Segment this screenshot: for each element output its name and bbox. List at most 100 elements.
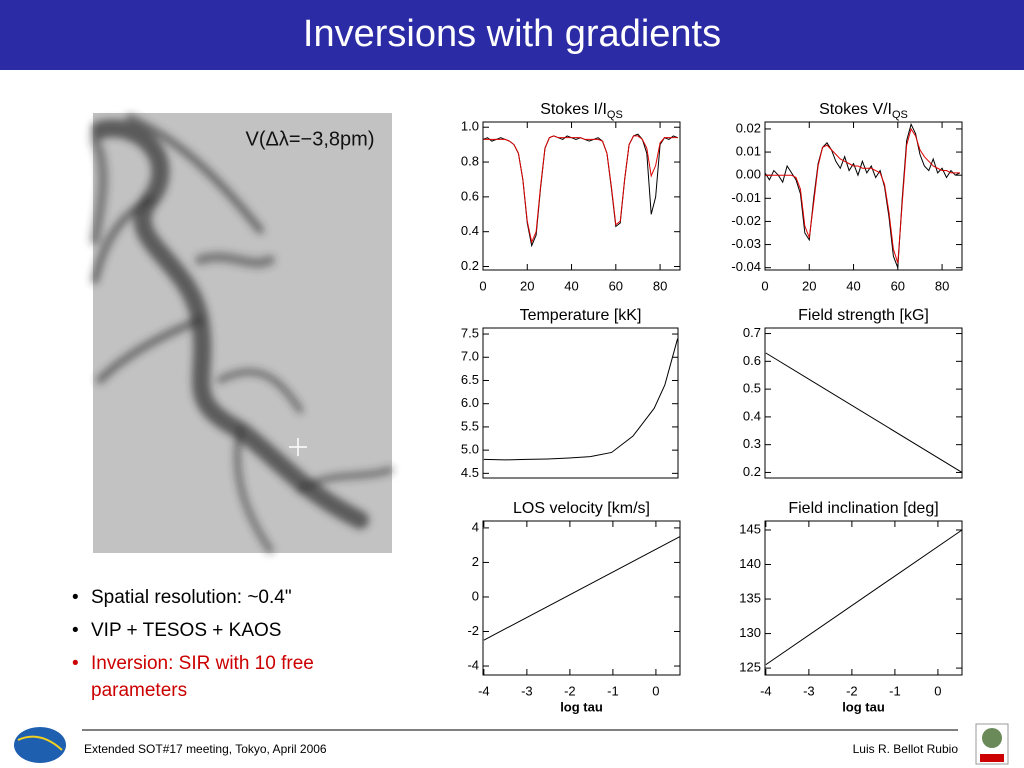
bullet: Inversion: SIR with 10 free parameters xyxy=(91,653,314,701)
x-tick-label: -2 xyxy=(846,683,858,698)
y-tick-label: -0.02 xyxy=(731,213,761,228)
x-tick-label: -1 xyxy=(607,683,619,698)
image-label: V(Δλ=−3,8pm) xyxy=(246,128,375,150)
y-tick-label: -0.03 xyxy=(731,236,761,251)
y-tick-label: 2 xyxy=(472,554,479,569)
data-line xyxy=(483,135,678,244)
y-tick-label: 135 xyxy=(739,590,761,605)
chart-title-main: Field inclination [deg] xyxy=(788,500,938,517)
chart: Field inclination [deg] 145 140 135 130 125 -4… xyxy=(739,500,963,714)
x-tick-label: 20 xyxy=(802,278,816,293)
data-line xyxy=(483,338,679,461)
y-tick-label: 0.5 xyxy=(743,381,761,396)
bullet-wrap: Inversion: SIR with 10 free parameters xyxy=(91,653,314,701)
y-tick-label: -2 xyxy=(467,623,479,638)
y-tick-label: 6.0 xyxy=(461,395,479,410)
x-tick-label: 20 xyxy=(520,278,534,293)
y-tick-label: 0.2 xyxy=(743,464,761,479)
y-tick-label: 6.5 xyxy=(461,372,479,387)
y-tick-label: 5.0 xyxy=(461,442,479,457)
chart-title-main: LOS velocity [km/s] xyxy=(513,500,650,517)
chart-title: LOS velocity [km/s] xyxy=(513,500,650,517)
y-tick-label: 0.6 xyxy=(461,188,479,203)
y-tick-label: 0.00 xyxy=(736,167,761,182)
x-tick-label: 0 xyxy=(652,683,659,698)
plot-frame xyxy=(482,121,681,271)
y-tick-label: 5.5 xyxy=(461,418,479,433)
x-tick-label: 0 xyxy=(934,683,941,698)
x-tick-label: -4 xyxy=(478,683,490,698)
footer-right: Luis R. Bellot Rubio xyxy=(853,742,959,756)
chart-title: Temperature [kK] xyxy=(520,307,642,324)
x-tick-label: 80 xyxy=(653,278,667,293)
chart-title-main: Stokes V/I xyxy=(819,101,892,118)
y-tick-label: 0.02 xyxy=(736,120,761,135)
x-tick-label: 0 xyxy=(761,278,768,293)
header-bar xyxy=(0,0,1024,70)
y-tick-label: 145 xyxy=(739,521,761,536)
y-tick-label: 4 xyxy=(472,519,479,534)
y-tick-label: 0.01 xyxy=(736,144,761,159)
footer-left: Extended SOT#17 meeting, Tokyo, April 20… xyxy=(84,742,327,756)
chart-title: Stokes I/IQS xyxy=(540,101,623,121)
x-axis-label: log tau xyxy=(560,699,603,714)
x-tick-label: 60 xyxy=(609,278,623,293)
x-tick-label: 40 xyxy=(564,278,578,293)
plot-frame xyxy=(764,327,963,479)
y-tick-label: 0.3 xyxy=(743,436,761,451)
logo-left xyxy=(14,727,66,763)
chart: Stokes V/IQS 0.02 0.01 0.00 -0.01 -0.02 -0.03 -… xyxy=(731,101,963,293)
y-tick-label: 4.5 xyxy=(461,465,479,480)
x-tick-label: 0 xyxy=(479,278,486,293)
chart-title: Field inclination [deg] xyxy=(788,500,938,517)
y-tick-label: 0.6 xyxy=(743,353,761,368)
data-line xyxy=(483,536,681,641)
chart-title-main: Field strength [kG] xyxy=(798,307,929,324)
y-tick-label: -4 xyxy=(467,657,479,672)
y-tick-label: 140 xyxy=(739,556,761,571)
y-tick-label: 0.4 xyxy=(743,408,761,423)
chart-title: Stokes V/IQS xyxy=(819,101,908,121)
logo-right xyxy=(975,723,1009,765)
y-tick-label: 0 xyxy=(472,588,479,603)
y-tick-label: 1.0 xyxy=(461,119,479,134)
y-tick-label: 7.0 xyxy=(461,349,479,364)
chart-title-sub: QS xyxy=(607,109,623,121)
x-tick-label: -2 xyxy=(564,683,576,698)
y-tick-label: -0.01 xyxy=(731,190,761,205)
x-tick-label: -4 xyxy=(760,683,772,698)
solar-image: V(Δλ=−3,8pm) xyxy=(90,113,394,554)
y-tick-label: 0.2 xyxy=(461,258,479,273)
data-line xyxy=(765,127,960,264)
y-tick-label: 0.8 xyxy=(461,153,479,168)
y-tick-label: 0.7 xyxy=(743,325,761,340)
y-tick-label: -0.04 xyxy=(731,259,761,274)
data-line xyxy=(764,122,961,268)
bullets: • Spatial resolution: ~0.4" • VIP + TESO… xyxy=(72,587,314,701)
bullet: VIP + TESOS + KAOS xyxy=(91,620,281,641)
data-line xyxy=(765,529,963,666)
chart: Stokes I/IQS 1.0 0.8 0.6 0.4 0.20 20 40 60 80 xyxy=(461,101,681,293)
bullet-dot: • xyxy=(72,587,79,608)
chart: Temperature [kK] 7.5 7.0 6.5 6.0 5.5 5.0 4.5 xyxy=(461,307,679,480)
x-tick-label: 80 xyxy=(935,278,949,293)
data-line xyxy=(482,133,678,248)
y-tick-label: 7.5 xyxy=(461,325,479,340)
chart: LOS velocity [km/s] 4 2 0 -2 -4 -4 -3 -2 -1 0 log t… xyxy=(467,500,681,714)
plot-frame xyxy=(764,520,963,676)
plot-frame xyxy=(482,327,679,479)
x-tick-label: -3 xyxy=(803,683,815,698)
plot-frame xyxy=(764,121,963,271)
y-tick-label: 0.4 xyxy=(461,223,479,238)
bullet-dot: • xyxy=(72,620,79,641)
chart: Field strength [kG] 0.7 0.6 0.5 0.4 0.3 0.2 xyxy=(743,307,963,479)
x-tick-label: -3 xyxy=(521,683,533,698)
slide-title: Inversions with gradients xyxy=(303,13,721,55)
x-tick-label: 60 xyxy=(891,278,905,293)
y-tick-label: 125 xyxy=(739,660,761,675)
chart-title-main: Stokes I/I xyxy=(540,101,607,118)
x-axis-label: log tau xyxy=(842,699,885,714)
x-tick-label: 40 xyxy=(846,278,860,293)
x-tick-label: -1 xyxy=(889,683,901,698)
